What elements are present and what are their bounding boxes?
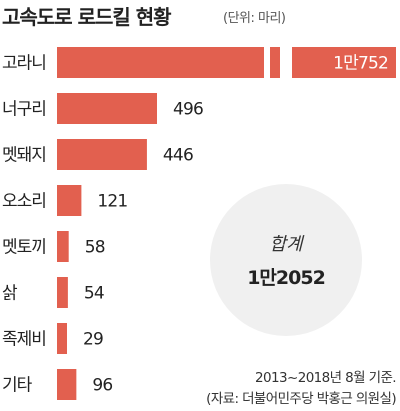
footnote-source: (자료: 더불어민주당 박홍근 의원실): [206, 391, 396, 407]
bar: [57, 47, 264, 78]
value-label: 58: [85, 238, 105, 258]
bar: [57, 139, 147, 170]
category-label: 너구리: [2, 100, 46, 120]
chart-unit: (단위: 마리): [223, 11, 286, 26]
value-label: 54: [84, 284, 104, 304]
total-circle: [210, 184, 362, 336]
value-label: 1만752: [333, 54, 388, 74]
bar-tail: [292, 47, 396, 78]
category-label: 고라니: [2, 54, 46, 74]
category-label: 삵: [2, 284, 18, 304]
value-label: 29: [83, 330, 103, 350]
category-label: 멧돼지: [2, 146, 46, 166]
bar: [57, 323, 67, 354]
total-title: 합계: [269, 234, 305, 255]
bar: [57, 93, 157, 124]
category-label: 기타: [2, 376, 33, 396]
chart-title: 고속도로 로드킬 현황: [2, 5, 172, 29]
category-label: 족제비: [2, 330, 46, 350]
value-label: 121: [97, 192, 127, 212]
category-label: 멧토끼: [2, 238, 46, 258]
total-value: 1만2052: [247, 267, 325, 289]
value-label: 96: [92, 376, 112, 396]
footnote-period: 2013~2018년 8월 기준.: [255, 370, 396, 386]
category-label: 오소리: [2, 192, 46, 212]
bar: [57, 185, 82, 216]
bars-group: 고라니 1만752 너구리 496 멧돼지 446 오소리 121 멧토끼 58 삵 54 족제비 29 기…: [2, 47, 396, 400]
bar: [57, 277, 68, 308]
bar: [57, 231, 69, 262]
bar-break-segment: [270, 47, 280, 78]
value-label: 496: [173, 100, 203, 120]
bar: [57, 369, 77, 400]
value-label: 446: [163, 146, 193, 166]
